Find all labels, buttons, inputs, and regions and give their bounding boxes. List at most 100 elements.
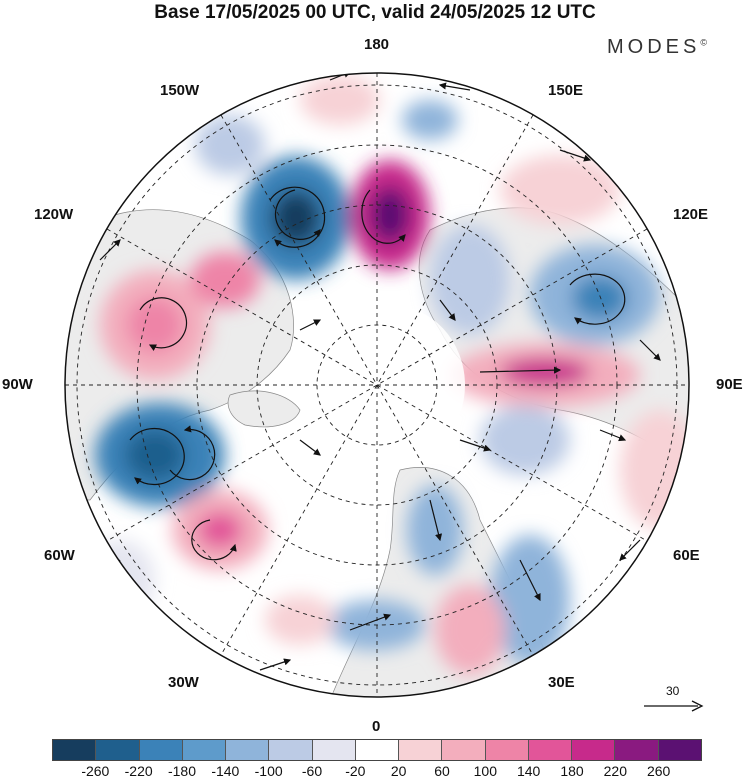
- brand-mark: ©: [700, 37, 707, 48]
- colorbar-swatch: [572, 740, 616, 760]
- colorbar-tick-label: -140: [211, 763, 240, 779]
- wind-arrow: [559, 149, 592, 162]
- wind-arrow: [139, 297, 188, 351]
- anomaly-positive-east: [620, 410, 689, 530]
- lon-label-120w: 120W: [34, 206, 74, 223]
- wind-arrow: [269, 186, 326, 248]
- wind-arrow: [129, 427, 185, 486]
- colorbar-tick-label: -100: [254, 763, 283, 779]
- arrow-right-icon: [644, 700, 704, 712]
- wind-arrow: [99, 239, 121, 261]
- colorbar-tick-label: 180: [560, 763, 584, 779]
- map-disc: [65, 73, 689, 697]
- graticule: [65, 73, 689, 697]
- colorbar-tick-label: 140: [516, 763, 541, 779]
- wind-arrow: [439, 299, 456, 321]
- lon-label-90w: 90W: [2, 376, 33, 393]
- wind-arrow: [299, 319, 322, 331]
- colorbar-swatch: [312, 740, 356, 760]
- wind-arrow: [619, 539, 641, 561]
- modes-logo: MODES©: [607, 36, 707, 59]
- colorbar-swatch: [355, 740, 400, 760]
- anomaly-negative-southwest: [85, 540, 155, 620]
- anomaly-positive-pacific: [500, 155, 620, 225]
- wind-arrow: [438, 82, 471, 91]
- lon-label-150w: 150W: [160, 82, 200, 99]
- anomaly-positive-atlantic-core: [198, 512, 242, 548]
- lon-label-30e: 30E: [548, 674, 575, 691]
- colorbar-swatch: [96, 740, 140, 760]
- wind-arrow: [639, 339, 661, 361]
- map-title: Base 17/05/2025 00 UTC, valid 24/05/2025…: [154, 2, 596, 23]
- colorbar-tick-label: -220: [124, 763, 153, 779]
- anomaly-negative-scandinavia: [407, 485, 463, 575]
- wind-arrow: [299, 439, 321, 456]
- anomaly-negative-canada-core: [125, 429, 185, 481]
- colorbar-swatch: [226, 740, 270, 760]
- colorbar-swatch: [485, 740, 529, 760]
- land-greenland: [227, 390, 301, 428]
- wind-arrow: [429, 499, 443, 542]
- lon-label-60e: 60E: [673, 547, 700, 564]
- wind-arrow: [459, 439, 492, 452]
- lon-label-120e: 120E: [673, 206, 709, 223]
- wind-arrow: [479, 366, 562, 374]
- anomaly-field: [85, 75, 689, 675]
- anomaly-negative-asia-core: [572, 276, 628, 320]
- colorbar-tick-label: 20: [390, 763, 407, 779]
- lon-label-0: 0: [372, 718, 381, 735]
- anomaly-negative-topright: [402, 100, 458, 140]
- colorbar-swatch: [53, 740, 97, 760]
- lon-label-180: 180: [364, 36, 390, 53]
- colorbar-tick-label: 60: [434, 763, 450, 779]
- anomaly-negative-central: [480, 405, 570, 475]
- colorbar-tick-label: 260: [646, 763, 671, 779]
- anomaly-positive-top-core: [370, 187, 410, 243]
- colorbar-swatch: [139, 740, 183, 760]
- colorbar-swatch: [182, 740, 227, 760]
- colorbar-tick-label: -180: [167, 763, 197, 779]
- anomaly-positive-west-core: [127, 297, 183, 353]
- anomaly-positive-northwest: [190, 252, 260, 308]
- polar-region: [315, 305, 465, 465]
- wind-arrow: [274, 189, 321, 240]
- wind-arrow: [191, 519, 237, 561]
- reference-vector-label: 30: [666, 684, 680, 698]
- colorbar-swatch: [658, 740, 701, 760]
- brand-text: MODES: [607, 36, 701, 58]
- colorbar: [52, 739, 702, 761]
- lon-label-30w: 30W: [168, 674, 199, 691]
- colorbar-tick-label: -60: [301, 763, 323, 779]
- colorbar-swatch: [442, 740, 486, 760]
- lon-label-60w: 60W: [44, 547, 75, 564]
- colorbar-tick-label: -260: [81, 763, 110, 779]
- colorbar-tick-label: -20: [345, 763, 366, 779]
- colorbar-swatch: [269, 740, 313, 760]
- lon-label-90e: 90E: [716, 376, 743, 393]
- anomaly-negative-northasia: [430, 225, 510, 335]
- lon-label-150e: 150E: [548, 82, 584, 99]
- colorbar-tick-label: 220: [603, 763, 628, 779]
- colorbar-swatch: [528, 740, 573, 760]
- wind-arrow: [259, 658, 292, 671]
- anomaly-negative-europe: [490, 535, 570, 665]
- anomaly-negative-northpacific-core: [271, 190, 321, 246]
- colorbar-swatch: [399, 740, 443, 760]
- colorbar-tick-label: 100: [473, 763, 498, 779]
- map-boundary: [64, 72, 690, 698]
- anomaly-positive-mediterranean: [435, 585, 505, 675]
- wind-arrow: [361, 189, 406, 244]
- wind-arrow: [569, 273, 626, 325]
- wind-arrow: [599, 429, 627, 442]
- wind-arrow: [519, 559, 541, 602]
- wind-vectors: [99, 73, 661, 671]
- colorbar-swatch: [615, 740, 659, 760]
- anomaly-positive-topcenter: [300, 75, 380, 125]
- wind-arrow: [349, 613, 392, 631]
- anomaly-positive-southwest: [265, 595, 335, 645]
- colorbar-ticks: -260 -220 -180 -140 -100 -60 -20 20 60 100 140 180 2…: [0, 763, 750, 783]
- wind-arrow: [169, 425, 216, 481]
- anomaly-positive-siberia-core: [500, 358, 590, 386]
- wind-arrow: [99, 559, 121, 586]
